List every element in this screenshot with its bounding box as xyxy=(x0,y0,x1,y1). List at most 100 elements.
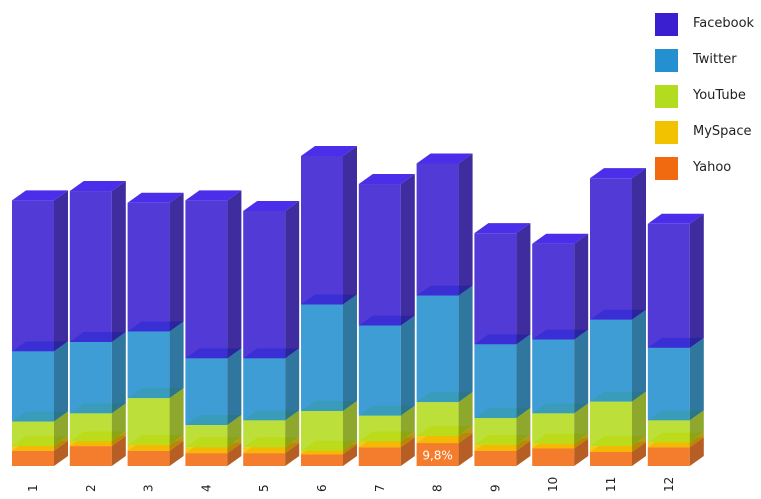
bar-twitter-11-front xyxy=(590,319,632,402)
bar-yahoo-2-side xyxy=(111,436,126,466)
bar-yahoo-9-front xyxy=(474,450,517,466)
bar-twitter-4 xyxy=(185,348,242,426)
bar-yahoo-3-side xyxy=(169,440,184,466)
x-tick-3: 3 xyxy=(142,484,156,492)
bar-youtube-6-side xyxy=(343,401,357,451)
bar-yahoo-10-side xyxy=(574,438,589,466)
bar-myspace-1-front xyxy=(12,446,54,451)
bar-myspace-6-front xyxy=(301,450,343,455)
bar-twitter-11-side xyxy=(632,309,646,402)
bar-twitter-7-front xyxy=(358,325,401,416)
bar-myspace-11-side xyxy=(632,436,646,452)
bar-facebook-11-top xyxy=(590,168,646,179)
bar-facebook-1-top xyxy=(12,190,68,201)
bar-facebook-4-side xyxy=(227,190,242,359)
bar-twitter-3 xyxy=(127,321,184,399)
bar-facebook-7-side xyxy=(400,174,415,326)
bar-yahoo-6-front xyxy=(301,454,343,466)
bar-twitter-8 xyxy=(416,285,473,403)
bar-facebook-10-top xyxy=(532,233,589,244)
bar-twitter-1-front xyxy=(12,351,54,422)
bar-twitter-12-front xyxy=(647,347,690,421)
bar-myspace-5-front xyxy=(243,447,286,454)
bar-facebook-12 xyxy=(647,213,704,348)
bar-youtube-9-front xyxy=(474,418,517,445)
bar-facebook-5 xyxy=(243,200,300,359)
bar-youtube-5-front xyxy=(243,420,286,448)
bar-twitter-9-side xyxy=(516,334,531,419)
x-tick-6: 6 xyxy=(315,484,329,492)
bar-myspace-8-front xyxy=(416,436,459,444)
bar-twitter-8-side xyxy=(458,285,473,403)
bar-facebook-6-top xyxy=(301,145,357,156)
bar-facebook-8 xyxy=(416,153,473,296)
bar-myspace-3-side xyxy=(169,434,184,451)
bar-myspace-2-front xyxy=(69,441,112,447)
bar-twitter-12 xyxy=(647,337,704,421)
bar-youtube-6-front xyxy=(301,411,343,451)
bar-facebook-11-side xyxy=(632,168,646,320)
bar-myspace-10-front xyxy=(532,443,575,449)
bar-twitter-4-side xyxy=(227,348,242,426)
bar-myspace-11-front xyxy=(590,446,632,452)
bar-facebook-4-top xyxy=(185,190,242,201)
bar-yahoo-1-side xyxy=(54,440,68,466)
bar-facebook-11-front xyxy=(590,178,632,320)
legend-label-youtube: YouTube xyxy=(693,88,746,103)
bar-yahoo-5-side xyxy=(285,443,300,466)
bar-facebook-12-top xyxy=(647,213,704,224)
bar-yahoo-1-front xyxy=(12,450,54,466)
bar-facebook-2-top xyxy=(69,181,126,192)
bar-twitter-9 xyxy=(474,334,531,419)
bar-twitter-2-front xyxy=(69,341,112,414)
bar-facebook-12-side xyxy=(689,213,704,348)
bar-myspace-4-front xyxy=(185,447,228,454)
bar-facebook-2-front xyxy=(69,191,112,342)
bar-facebook-9-front xyxy=(474,233,517,345)
bar-twitter-10-front xyxy=(532,339,575,414)
bar-myspace-1-side xyxy=(54,436,68,451)
bar-facebook-7 xyxy=(358,174,415,326)
x-tick-10: 10 xyxy=(546,477,560,492)
bar-youtube-3-front xyxy=(127,398,170,445)
bar-youtube-4-side xyxy=(227,415,242,448)
bar-youtube-11-front xyxy=(590,401,632,447)
bar-yahoo-4-side xyxy=(227,443,242,466)
bar-twitter-2-side xyxy=(111,331,126,414)
bar-yahoo-7-front xyxy=(358,447,401,466)
bar-twitter-6-front xyxy=(301,304,343,412)
bar-youtube-3-side xyxy=(169,388,184,445)
bar-youtube-2-side xyxy=(111,403,126,442)
bar-yahoo-12-side xyxy=(689,437,704,466)
bar-facebook-6 xyxy=(301,145,357,305)
bar-twitter-3-front xyxy=(127,331,170,399)
bar-myspace-9-side xyxy=(516,434,531,451)
bar-youtube-7-front xyxy=(358,415,401,442)
bar-facebook-6-side xyxy=(343,145,357,305)
bar-yahoo-8-side xyxy=(458,433,473,466)
bar-myspace-5-side xyxy=(285,437,300,454)
bar-myspace-7-front xyxy=(358,441,401,448)
bar-facebook-2-side xyxy=(111,181,126,342)
x-tick-4: 4 xyxy=(199,484,213,492)
bar-myspace-12-side xyxy=(689,432,704,448)
x-tick-11: 11 xyxy=(604,477,618,492)
bar-facebook-3-top xyxy=(127,192,184,203)
bar-facebook-10-side xyxy=(574,233,589,340)
bar-youtube-1-side xyxy=(54,411,68,447)
legend-swatch-twitter xyxy=(655,49,678,72)
x-tick-1: 1 xyxy=(26,484,40,492)
bar-twitter-11 xyxy=(590,309,646,402)
bar-yahoo-7-side xyxy=(400,437,415,466)
legend-label-facebook: Facebook xyxy=(693,16,755,31)
bar-myspace-6-side xyxy=(343,440,357,455)
bar-facebook-9 xyxy=(474,223,531,345)
bar-myspace-3-front xyxy=(127,444,170,451)
bar-facebook-5-front xyxy=(243,210,286,359)
bar-facebook-9-top xyxy=(474,223,531,234)
bar-myspace-2-side xyxy=(111,431,126,447)
x-axis-ticks: 1 2 3 4 5 6 7 8 9 10 11 12 xyxy=(26,477,676,492)
legend-swatch-facebook xyxy=(655,13,678,36)
x-tick-2: 2 xyxy=(84,484,98,492)
